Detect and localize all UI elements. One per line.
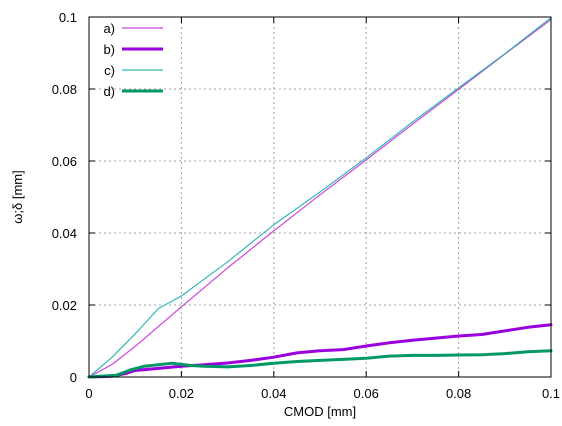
y-tick-label: 0.08 bbox=[52, 82, 77, 97]
y-tick-label: 0.04 bbox=[52, 226, 77, 241]
x-tick-label: 0.02 bbox=[169, 386, 194, 401]
x-tick-labels: 0 0.02 0.04 0.06 0.08 0.1 bbox=[85, 386, 560, 401]
plot-frame bbox=[88, 16, 552, 378]
legend: a) b) c) d) bbox=[103, 21, 163, 99]
legend-label: d) bbox=[103, 84, 115, 99]
y-tick-label: 0.1 bbox=[59, 10, 77, 25]
y-axis-label: ω;δ [mm] bbox=[10, 170, 25, 224]
x-tick-label: 0 bbox=[85, 386, 92, 401]
series-line-4 bbox=[87, 349, 553, 379]
x-tick-label: 0.04 bbox=[261, 386, 286, 401]
legend-label: a) bbox=[103, 21, 115, 36]
series-line-1 bbox=[88, 18, 552, 378]
y-tick-label: 0.02 bbox=[52, 298, 77, 313]
series-line-3 bbox=[88, 17, 552, 378]
tick-marks bbox=[88, 16, 552, 378]
y-tick-labels: 0 0.02 0.04 0.06 0.08 0.1 bbox=[52, 10, 77, 385]
x-tick-label: 0.08 bbox=[446, 386, 471, 401]
legend-label: c) bbox=[104, 63, 115, 78]
x-tick-label: 0.06 bbox=[354, 386, 379, 401]
legend-label: b) bbox=[103, 42, 115, 57]
y-tick-label: 0 bbox=[70, 370, 77, 385]
series-line-2 bbox=[87, 323, 553, 379]
x-axis-label: CMOD [mm] bbox=[284, 404, 356, 419]
y-tick-label: 0.06 bbox=[52, 154, 77, 169]
series-layer bbox=[87, 17, 553, 379]
x-tick-label: 0.1 bbox=[542, 386, 560, 401]
